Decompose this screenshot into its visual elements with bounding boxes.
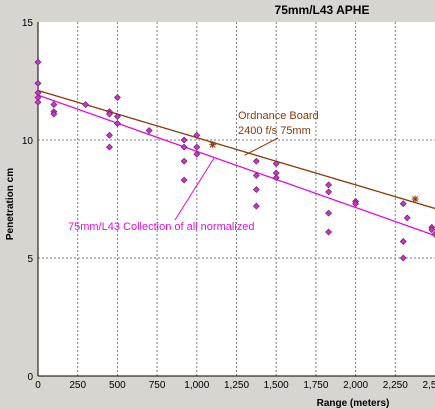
data-point [193,150,201,158]
data-point [193,131,201,139]
data-point [428,226,435,234]
star-stroke [209,141,216,148]
data-point [399,200,407,208]
x-tick-label: 250 [69,380,86,391]
data-point [352,200,360,208]
y-tick-label: 10 [22,136,34,147]
ordnance-star-marker [209,141,217,149]
data-point [82,101,90,109]
x-tick-label: 2,250 [383,380,408,391]
data-point [113,120,121,127]
x-tick-label: 2,500 [422,380,435,391]
data-point [113,94,121,101]
data-point [252,171,260,179]
annotations: Ordnance Board 2400 f/s 75mm 75mm/L43 Coll… [68,110,319,233]
data-point [325,188,333,196]
x-tick-label: 500 [109,380,126,391]
data-points [34,58,435,262]
data-point [252,157,260,165]
y-axis-label: Penetration cm [5,168,16,240]
chart-title: 75mm/L43 APHE [275,3,370,17]
data-point [180,143,188,151]
x-tick-label: 2,000 [343,380,368,391]
y-tick-label: 15 [22,18,34,29]
collection-line [37,94,435,237]
data-point [193,143,201,151]
x-tick-label: 1,750 [303,380,328,391]
ordnance-annotation-line-1: Ordnance Board [238,110,319,122]
data-point [252,186,260,193]
data-point [252,202,260,210]
x-tick-label: 1,000 [184,380,209,391]
y-tick-label: 0 [27,372,33,383]
data-point [272,160,280,168]
data-point [180,136,188,144]
data-point [431,230,435,238]
y-tick-label: 5 [27,254,33,265]
x-tick-label: 1,250 [224,380,249,391]
data-point [106,110,113,118]
trend-lines [37,89,435,237]
data-point [325,209,333,217]
data-point [325,181,333,189]
data-point [403,214,411,222]
ordnance-board-line [37,89,435,210]
tick-labels: 0 250 500 750 1,000 1,250 1,500 1,750 2,000 2,250… [22,18,435,391]
ordnance-annotation-line-2: 2400 f/s 75mm [238,125,311,137]
data-point [180,157,188,165]
x-tick-label: 1,500 [264,380,289,391]
data-point [325,228,333,236]
data-point [106,143,113,151]
data-point [106,131,113,139]
data-point [34,58,42,66]
ordnance-star-marker [411,195,419,203]
x-tick-label: 0 [35,380,41,391]
collection-annotation-pointer [174,157,215,221]
x-tick-label: 750 [149,380,166,391]
data-point [34,98,42,106]
star-stroke [412,196,419,202]
collection-annotation: 75mm/L43 Collection of all normalized [68,221,254,233]
data-point [272,174,280,182]
data-point [50,110,58,118]
data-point [113,112,121,120]
data-point [399,238,407,245]
data-point [50,101,58,109]
ordnance-annotation-pointer [244,137,279,156]
data-point [180,176,188,184]
data-point [145,127,153,134]
data-point [34,79,42,87]
data-point [399,254,407,262]
x-axis-label: Range (meters) [317,398,390,409]
